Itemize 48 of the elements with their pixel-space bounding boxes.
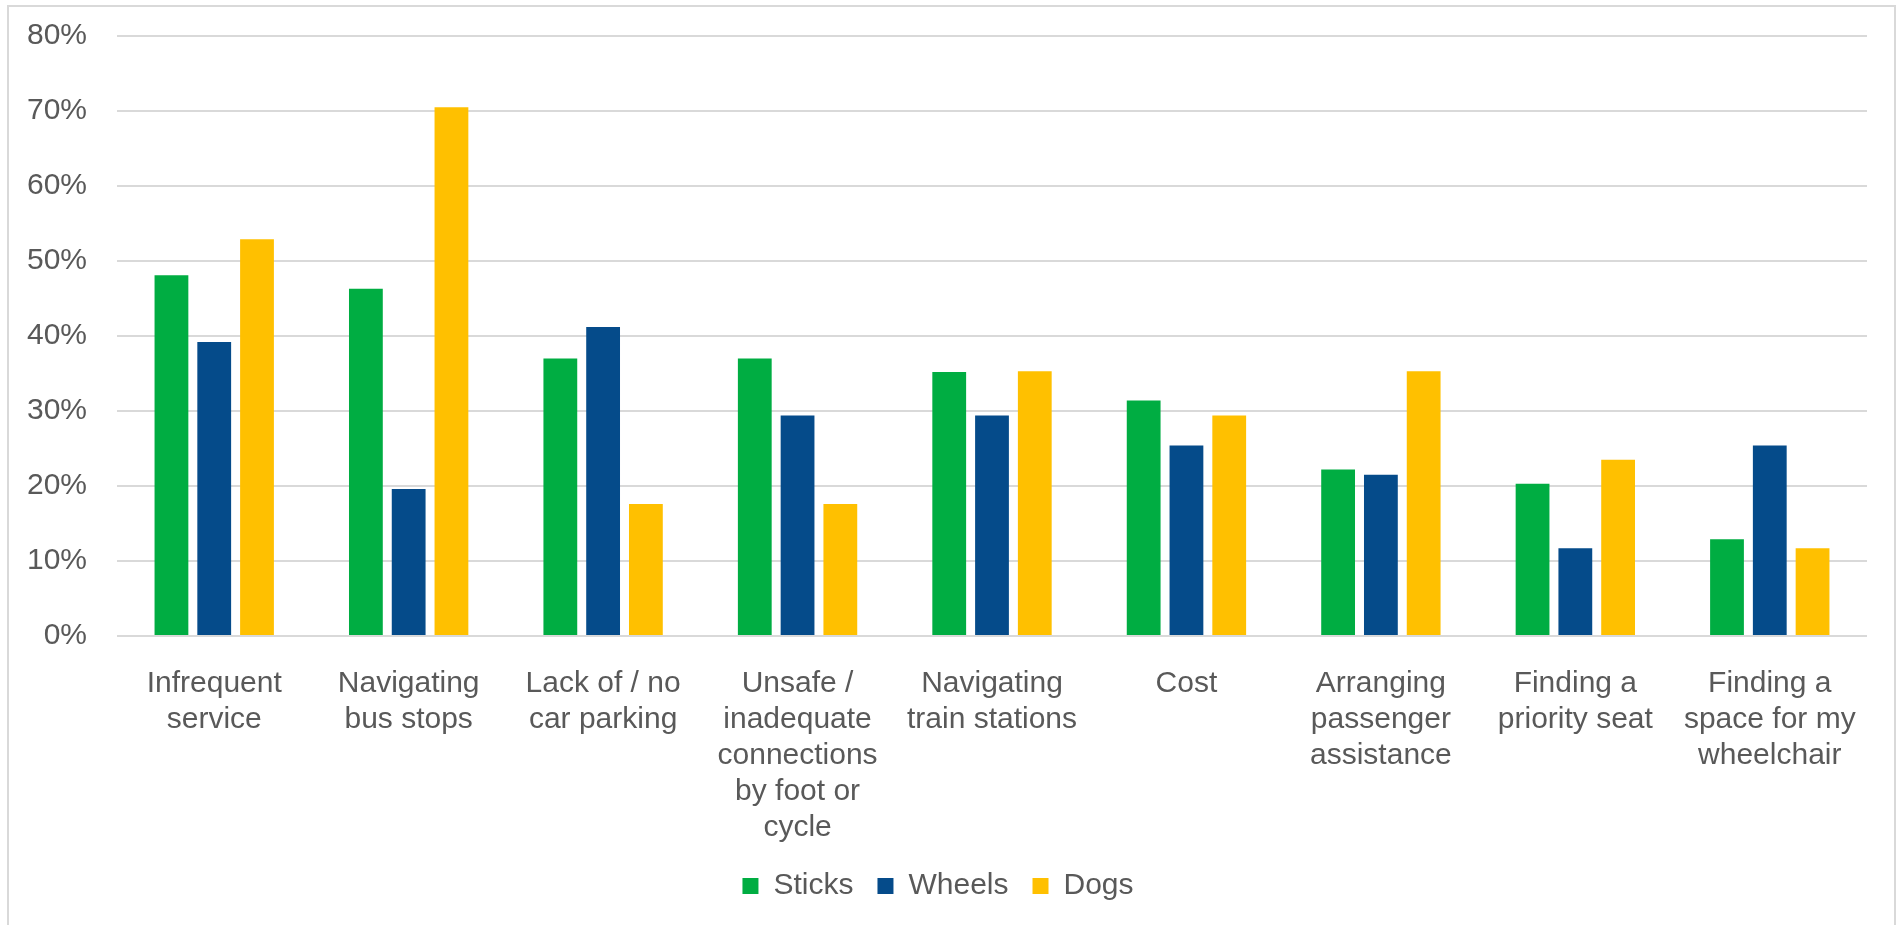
legend-label: Dogs [1063, 867, 1134, 901]
bar [1017, 371, 1052, 635]
x-tick-label: Unsafe / inadequate connections by foot or cycle [717, 665, 878, 843]
bar [240, 239, 274, 635]
bar [348, 288, 383, 635]
x-tick-label: Cost [1155, 665, 1218, 699]
y-tick-label: 20% [26, 467, 87, 501]
bar [737, 358, 772, 635]
x-tick-label: Navigating bus stops [337, 665, 480, 735]
x-tick-label: Lack of / no car parking [525, 665, 681, 735]
bar [1406, 371, 1441, 635]
x-tick-label: Arranging passenger assistance [1310, 665, 1452, 771]
bar [391, 489, 426, 635]
x-tick-label: Finding a space for my wheelchair [1683, 665, 1856, 771]
bar [154, 275, 189, 635]
y-tick-label: 40% [26, 317, 87, 351]
bar [1795, 548, 1830, 635]
bar [1169, 445, 1204, 635]
bar [1752, 445, 1787, 635]
bar [1710, 539, 1744, 635]
bar [1126, 400, 1161, 635]
bar [1212, 415, 1247, 635]
y-tick-label: 80% [26, 17, 87, 51]
y-tick-label: 30% [26, 392, 87, 426]
bar [780, 415, 815, 635]
bar [586, 327, 621, 635]
bar [197, 342, 232, 635]
bar [1321, 469, 1356, 635]
bar [1558, 548, 1593, 635]
bar [628, 504, 663, 635]
y-tick-label: 60% [26, 167, 87, 201]
y-tick-label: 50% [26, 242, 87, 276]
legend-label: Wheels [908, 867, 1009, 901]
x-tick-label: Navigating train stations [906, 665, 1078, 735]
bar [823, 504, 858, 635]
x-tick-label: Infrequent service [146, 665, 283, 735]
bar [1601, 459, 1636, 635]
x-tick-label: Finding a priority seat [1497, 665, 1654, 735]
legend-label: Sticks [773, 867, 854, 901]
bar [975, 415, 1009, 635]
bar [1363, 474, 1398, 635]
bar [434, 107, 469, 635]
y-tick-label: 0% [43, 617, 87, 651]
y-tick-label: 10% [26, 542, 87, 576]
bar [932, 372, 967, 635]
y-tick-label: 70% [26, 92, 87, 126]
bar [543, 358, 578, 635]
bar [1515, 483, 1550, 635]
